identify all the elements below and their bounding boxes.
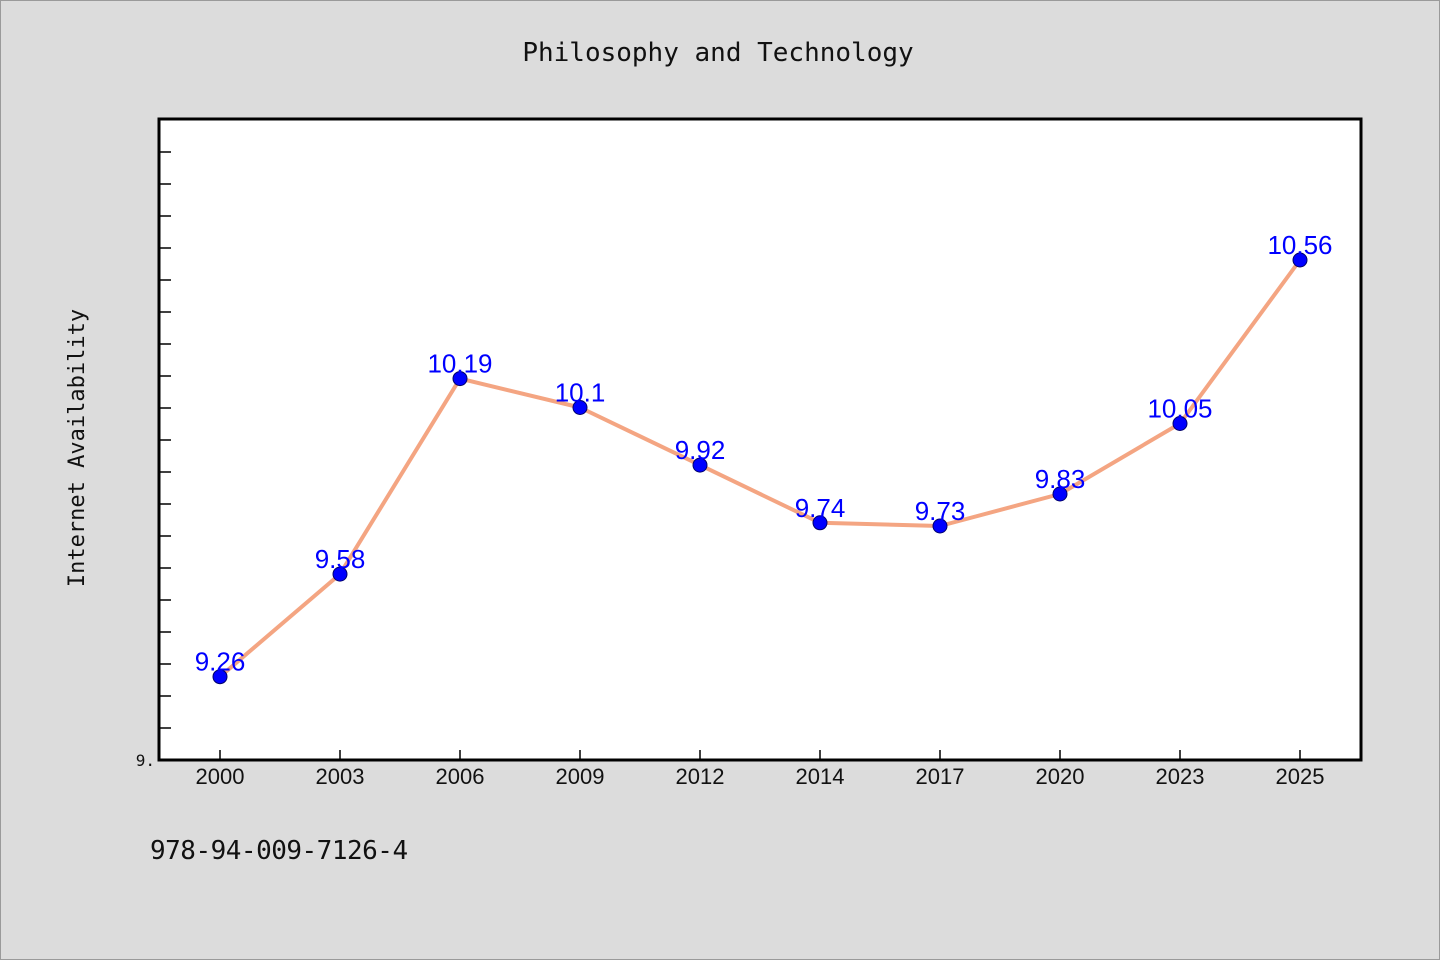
x-tick-label: 2009 — [556, 764, 605, 789]
data-point — [1292, 252, 1308, 268]
data-point — [1052, 486, 1068, 502]
data-point — [332, 566, 348, 582]
y-axis-label: Internet Availability — [65, 309, 90, 587]
data-label: 10.19 — [427, 349, 492, 379]
footer-code: 978-94-009-7126-4 — [150, 836, 408, 866]
x-tick-label: 2014 — [796, 764, 845, 789]
data-point — [212, 669, 228, 685]
data-label: 9.58 — [315, 544, 366, 574]
series-line — [218, 258, 1302, 679]
data-label: 10.05 — [1147, 394, 1212, 424]
x-tick-label: 2020 — [1036, 764, 1085, 789]
data-labels: 9.26 9.58 10.19 10.1 9.92 9.74 9.73 9.83 10.05 10… — [195, 230, 1333, 677]
x-tick-label: 2012 — [676, 764, 725, 789]
y-tick-label: 9. — [136, 751, 155, 770]
data-point — [932, 518, 948, 534]
x-tick-label: 2023 — [1156, 764, 1205, 789]
data-label: 9.83 — [1035, 464, 1086, 494]
data-points — [212, 252, 1308, 685]
data-point — [452, 371, 468, 387]
data-label: 10.56 — [1267, 230, 1332, 260]
x-tick-label: 2017 — [916, 764, 965, 789]
x-axis-ticks: 2000 2003 2006 2009 2012 2014 2017 2020 2023 2025 — [196, 750, 1325, 789]
plot-area — [157, 117, 1363, 762]
data-point — [692, 457, 708, 473]
data-label: 9.92 — [675, 435, 726, 465]
x-tick-label: 2000 — [196, 764, 245, 789]
x-tick-label: 2025 — [1276, 764, 1325, 789]
x-tick-label: 2003 — [316, 764, 365, 789]
data-label: 9.74 — [795, 493, 846, 523]
data-point — [812, 515, 828, 531]
x-tick-label: 2006 — [436, 764, 485, 789]
data-label: 9.73 — [915, 496, 966, 526]
chart-title: Philosophy and Technology — [522, 38, 913, 68]
data-point — [572, 400, 588, 415]
data-label: 9.26 — [195, 647, 246, 677]
y-axis-ticks: 9. — [136, 151, 171, 770]
data-point — [1172, 416, 1188, 431]
data-label: 10.1 — [555, 378, 606, 408]
